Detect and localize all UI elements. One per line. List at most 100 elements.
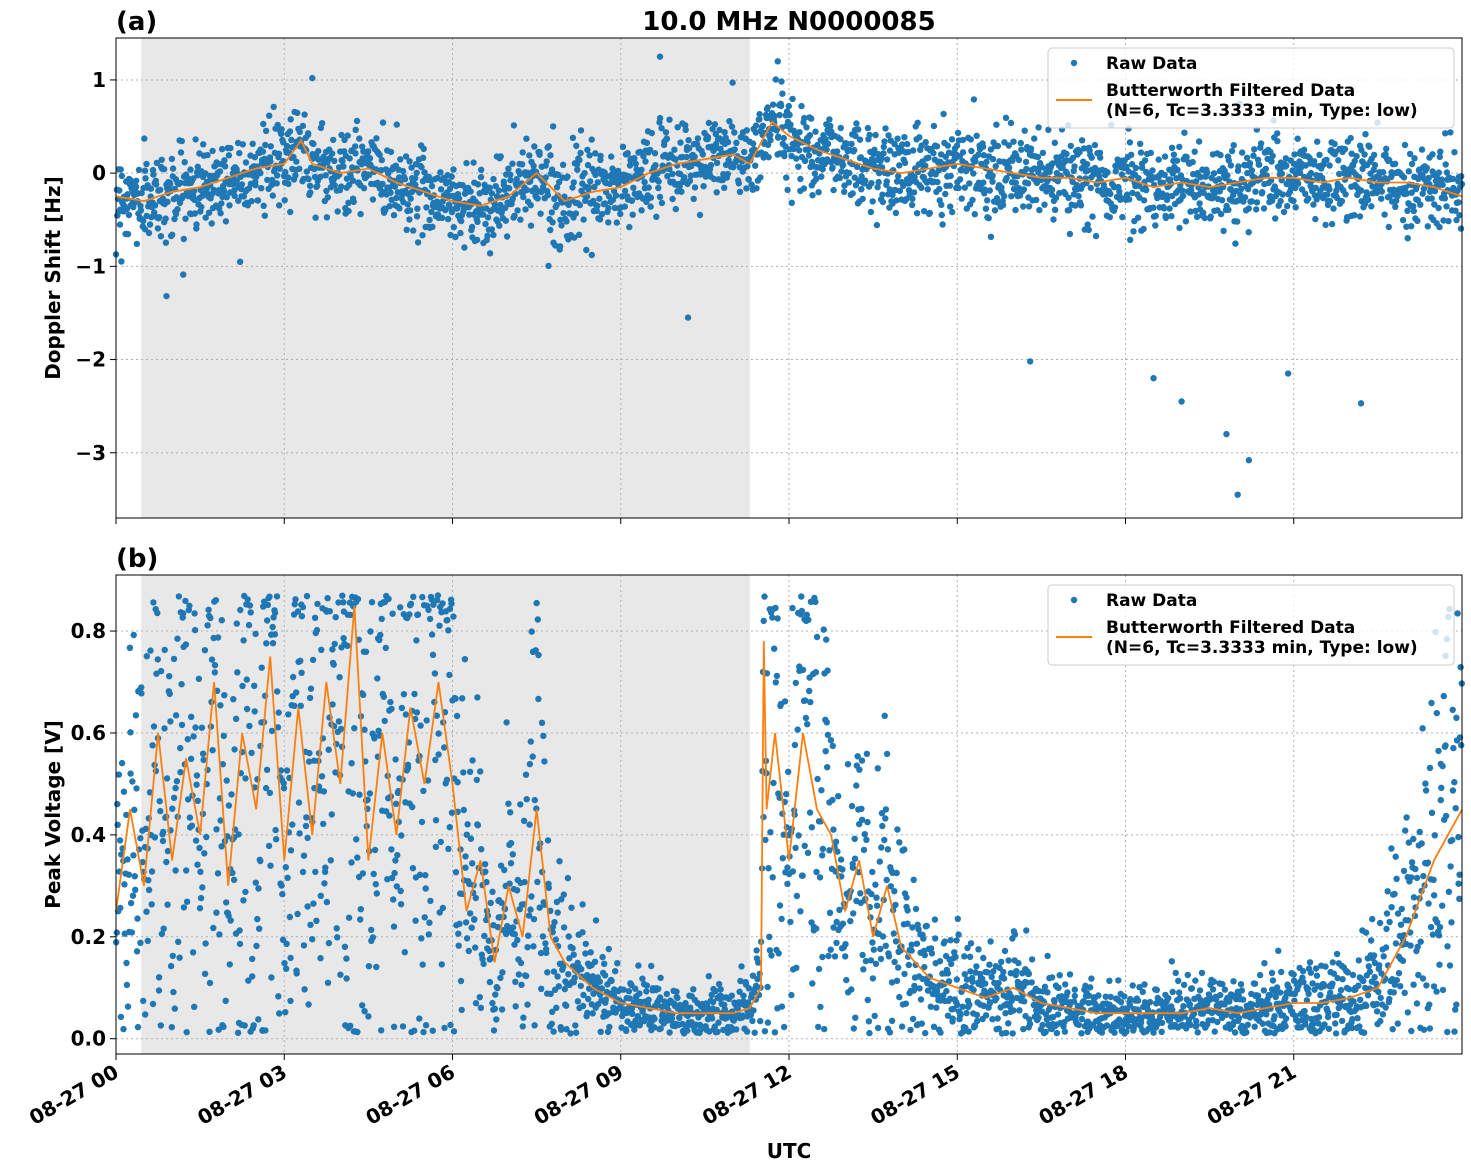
raw-data-point	[196, 905, 204, 912]
raw-data-point	[231, 746, 238, 753]
raw-data-point	[750, 1007, 757, 1014]
raw-data-point	[1443, 169, 1451, 176]
raw-data-point	[335, 599, 342, 606]
raw-data-point	[132, 712, 140, 719]
raw-data-point	[1445, 217, 1452, 225]
raw-data-point	[170, 794, 178, 801]
raw-data-point	[645, 996, 652, 1003]
raw-data-point	[983, 158, 990, 166]
raw-data-point	[1008, 193, 1015, 200]
raw-data-point	[289, 821, 296, 828]
raw-data-point	[191, 196, 198, 203]
raw-data-point	[597, 1028, 604, 1036]
raw-data-point	[1129, 982, 1136, 989]
raw-data-point	[175, 938, 182, 945]
raw-data-point	[201, 647, 209, 654]
raw-data-point	[168, 155, 176, 163]
raw-data-point	[1015, 959, 1022, 967]
legend-a: Raw Data Butterworth Filtered Data (N=6,…	[1047, 47, 1455, 129]
raw-data-point	[837, 856, 845, 863]
legend-entry-raw-a: Raw Data	[1106, 54, 1197, 74]
raw-data-point	[974, 1017, 981, 1025]
raw-data-point	[172, 210, 180, 218]
raw-data-point	[1326, 186, 1333, 193]
raw-data-point	[856, 136, 864, 143]
raw-data-point	[1192, 977, 1199, 984]
raw-data-point	[853, 782, 860, 789]
raw-data-point	[306, 694, 314, 702]
raw-data-point	[149, 1000, 157, 1008]
raw-data-point	[389, 610, 396, 617]
raw-data-point	[1137, 140, 1144, 147]
raw-data-point	[1002, 1010, 1009, 1017]
raw-data-point	[930, 122, 938, 130]
raw-data-point	[460, 769, 467, 776]
raw-data-point	[525, 932, 532, 939]
raw-data-point	[236, 927, 243, 934]
raw-data-point	[930, 149, 937, 157]
raw-data-point	[1012, 179, 1019, 186]
raw-data-point	[797, 908, 804, 915]
raw-data-point	[1134, 997, 1142, 1004]
raw-data-point	[373, 135, 380, 142]
raw-data-point	[803, 611, 810, 618]
raw-data-point	[544, 191, 552, 199]
raw-data-point	[512, 1003, 519, 1010]
raw-data-point	[160, 925, 167, 932]
raw-data-point	[443, 776, 451, 783]
raw-data-point	[799, 666, 807, 674]
raw-data-point	[1405, 168, 1413, 175]
raw-data-point	[560, 210, 567, 217]
raw-data-point	[1274, 130, 1281, 137]
raw-data-point	[244, 202, 251, 209]
raw-data-point	[500, 181, 508, 189]
raw-data-point	[514, 936, 521, 944]
raw-data-point	[940, 992, 947, 999]
raw-data-point	[634, 1013, 642, 1020]
raw-data-point	[729, 79, 736, 86]
raw-data-point	[431, 670, 439, 677]
raw-data-point	[683, 153, 690, 161]
raw-data-point	[1447, 129, 1454, 136]
raw-data-point	[193, 221, 200, 228]
raw-data-point	[312, 214, 319, 221]
raw-data-point	[528, 893, 535, 900]
raw-data-point	[994, 199, 1001, 206]
raw-data-point	[731, 146, 738, 153]
raw-data-point	[268, 727, 276, 735]
raw-data-point	[397, 887, 404, 895]
raw-data-point	[1088, 154, 1095, 161]
raw-data-point	[255, 1016, 262, 1023]
raw-data-point	[473, 236, 481, 244]
raw-data-point	[338, 131, 345, 139]
raw-data-point	[879, 822, 886, 830]
raw-data-point	[323, 898, 331, 906]
raw-data-point	[822, 748, 829, 755]
raw-data-point	[498, 899, 505, 907]
raw-data-point	[736, 188, 744, 195]
raw-data-point	[1023, 979, 1031, 986]
raw-data-point	[469, 860, 476, 867]
raw-data-point	[549, 1008, 556, 1015]
raw-data-point	[446, 605, 454, 613]
raw-data-point	[851, 146, 858, 154]
raw-data-point	[1282, 1023, 1289, 1030]
raw-data-point	[885, 953, 893, 960]
raw-data-point	[488, 190, 495, 197]
raw-data-point	[321, 880, 328, 887]
raw-data-point	[118, 258, 125, 265]
raw-data-point	[777, 102, 785, 110]
raw-data-point	[519, 1023, 526, 1030]
raw-data-point	[801, 842, 808, 849]
raw-data-point	[294, 910, 301, 918]
raw-data-point	[762, 836, 769, 844]
raw-data-point	[841, 182, 848, 189]
raw-data-point	[138, 684, 145, 691]
raw-data-point	[895, 964, 902, 971]
raw-data-point	[1268, 969, 1276, 977]
raw-data-point	[798, 102, 805, 110]
raw-data-point	[1300, 978, 1307, 986]
raw-data-point	[124, 191, 131, 198]
raw-data-point	[567, 1030, 574, 1037]
raw-data-point	[588, 136, 595, 143]
